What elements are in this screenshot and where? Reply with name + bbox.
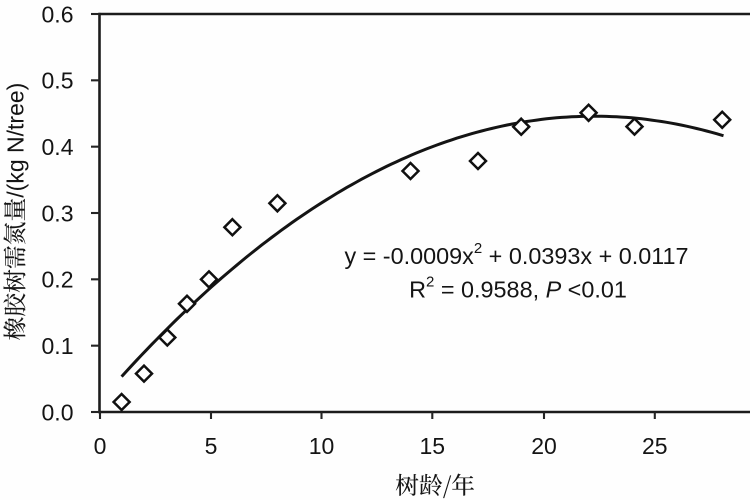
svg-text:25: 25 [642, 433, 668, 459]
svg-text:20: 20 [531, 433, 557, 459]
svg-text:5: 5 [205, 433, 218, 459]
svg-text:15: 15 [420, 433, 446, 459]
svg-text:/(kg N/tree): /(kg N/tree) [3, 83, 29, 198]
svg-text:0.5: 0.5 [42, 68, 74, 94]
svg-text:0.2: 0.2 [42, 267, 74, 293]
svg-text:y = -0.0009x2 + 0.0393x + 0.01: y = -0.0009x2 + 0.0393x + 0.0117 [344, 240, 688, 269]
svg-text:0.3: 0.3 [42, 200, 74, 226]
svg-text:0.0: 0.0 [42, 399, 74, 425]
svg-text:0.1: 0.1 [42, 333, 74, 359]
svg-text:10: 10 [309, 433, 335, 459]
svg-text:0: 0 [94, 433, 107, 459]
svg-text:0.6: 0.6 [42, 1, 74, 27]
svg-text:R2 = 0.9588, P <0.01: R2 = 0.9588, P <0.01 [409, 274, 627, 303]
svg-text:0.4: 0.4 [42, 134, 74, 160]
